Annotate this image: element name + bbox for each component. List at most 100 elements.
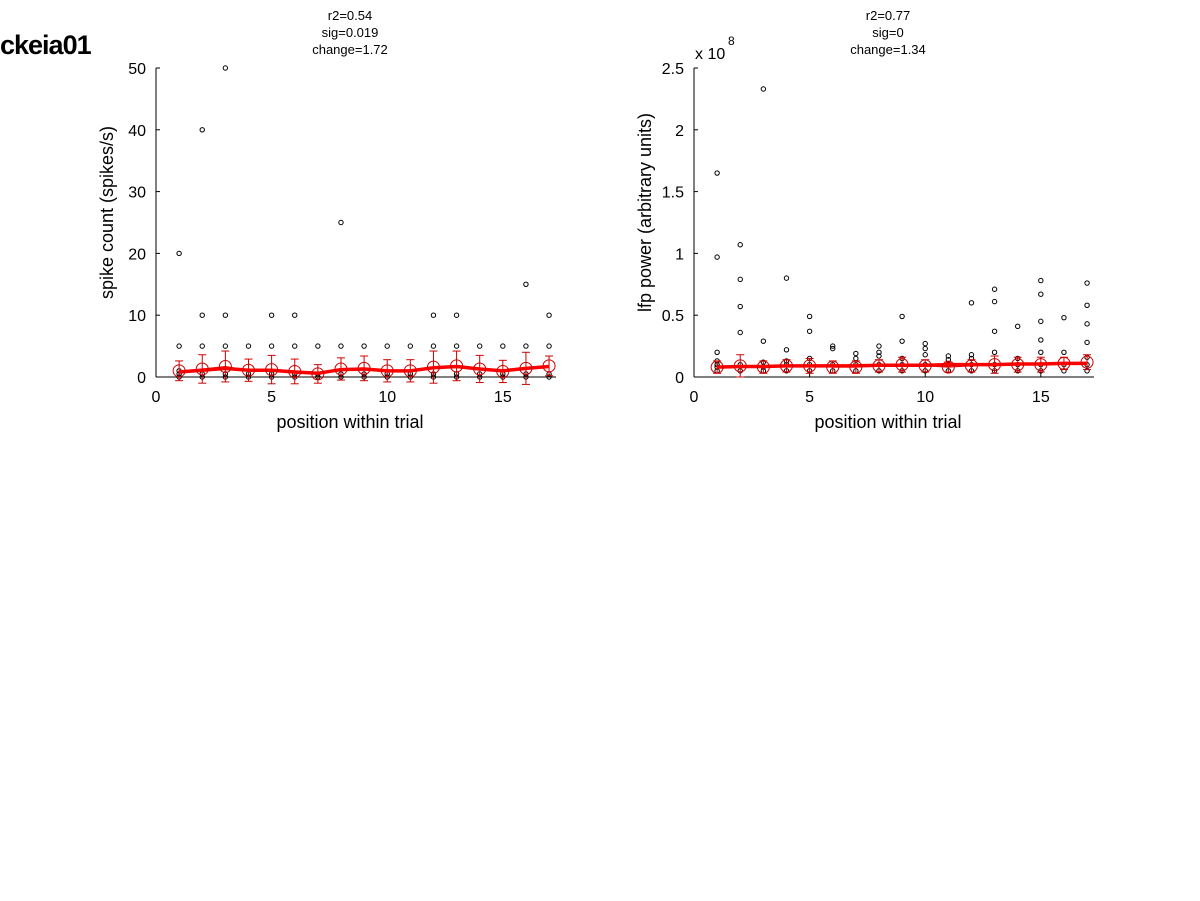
- mean-marker: [426, 360, 440, 374]
- lfp-power-plot: 0 0.5 1 1.5 2 2.5 0 5 10 15 position within trial l…: [635, 8, 1094, 432]
- data-point: [714, 349, 720, 355]
- mean-marker: [803, 359, 817, 373]
- data-point: [1084, 280, 1090, 286]
- data-point: [876, 343, 882, 349]
- mean-marker: [380, 364, 394, 378]
- x-tick-label: 0: [152, 389, 161, 406]
- data-point: [361, 343, 367, 349]
- x-tick-label: 15: [494, 389, 512, 406]
- data-point: [292, 343, 298, 349]
- y-tick-label: 50: [128, 61, 146, 78]
- data-point: [806, 313, 813, 320]
- mean-marker: [918, 359, 932, 373]
- data-point: [1038, 318, 1044, 325]
- mean-marker: [1034, 358, 1048, 372]
- data-point: [991, 298, 998, 305]
- mean-marker: [849, 360, 863, 374]
- data-point: [968, 352, 975, 358]
- data-point: [292, 312, 298, 318]
- mean-marker: [218, 359, 232, 373]
- data-point: [1061, 349, 1067, 355]
- mean-marker: [756, 360, 770, 374]
- mean-marker: [710, 360, 724, 374]
- data-point: [760, 86, 767, 92]
- mean-marker: [241, 363, 255, 377]
- data-point: [1061, 314, 1067, 321]
- stat-label: change=1.72: [312, 42, 388, 57]
- data-point: [338, 343, 344, 349]
- data-point: [714, 254, 720, 260]
- y-tick-label: 30: [128, 185, 146, 202]
- stat-label: r2=0.77: [866, 8, 910, 23]
- data-point: [991, 328, 998, 334]
- mean-marker: [519, 361, 533, 375]
- data-point: [968, 300, 975, 306]
- data-point: [245, 343, 252, 349]
- mean-marker: [172, 364, 186, 378]
- y-tick-label: 1: [675, 246, 684, 263]
- mean-marker: [895, 358, 909, 372]
- stat-label: sig=0: [872, 25, 903, 40]
- mean-marker: [334, 362, 348, 376]
- data-point: [546, 312, 552, 318]
- mean-marker: [779, 359, 793, 373]
- data-point: [430, 312, 437, 318]
- data-point: [830, 345, 836, 352]
- data-point: [199, 312, 205, 318]
- y-axis-label: spike count (spikes/s): [97, 126, 117, 299]
- mean-marker: [357, 361, 371, 375]
- exponent-power: 8: [728, 34, 735, 48]
- x-axis-label: position within trial: [276, 412, 423, 432]
- data-point: [453, 343, 460, 349]
- x-tick-label: 10: [916, 389, 934, 406]
- data-point: [760, 338, 767, 344]
- data-point: [737, 303, 743, 310]
- mean-marker: [195, 362, 209, 376]
- y-tick-label: 40: [128, 123, 146, 140]
- x-tick-label: 10: [378, 389, 396, 406]
- data-point: [315, 343, 321, 349]
- data-point: [523, 281, 529, 287]
- mean-marker: [265, 363, 279, 377]
- data-point: [922, 345, 928, 352]
- data-point: [500, 343, 506, 349]
- y-axis-label: lfp power (arbitrary units): [635, 113, 655, 312]
- data-point: [783, 347, 790, 353]
- data-point: [1084, 339, 1090, 346]
- data-point: [876, 349, 882, 355]
- data-point: [876, 353, 882, 359]
- fit-line: [717, 361, 1088, 369]
- data-point: [199, 343, 205, 349]
- y-tick-label: 2: [675, 123, 684, 140]
- mean-marker: [941, 360, 955, 374]
- data-point: [176, 343, 182, 349]
- mean-marker: [1011, 358, 1025, 372]
- mean-marker: [826, 360, 840, 374]
- y-tick-label: 20: [128, 246, 146, 263]
- data-point: [546, 343, 552, 349]
- data-point: [1038, 277, 1044, 284]
- stat-label: sig=0.019: [322, 25, 379, 40]
- data-point: [991, 286, 998, 292]
- data-point: [922, 352, 928, 358]
- mean-marker: [964, 359, 978, 373]
- mean-marker: [473, 362, 487, 376]
- x-axis-label: position within trial: [814, 412, 961, 432]
- stat-label: change=1.34: [850, 42, 926, 57]
- data-point: [384, 343, 390, 349]
- mean-marker: [311, 367, 325, 381]
- data-point: [945, 353, 952, 359]
- data-point: [783, 275, 790, 281]
- data-point: [222, 312, 229, 318]
- data-point: [899, 338, 905, 344]
- data-point: [453, 312, 460, 318]
- data-point: [1038, 337, 1044, 343]
- mean-marker: [988, 358, 1002, 372]
- mean-marker: [450, 359, 464, 373]
- mean-marker: [288, 364, 302, 378]
- y-tick-label: 0: [675, 370, 684, 387]
- mean-marker: [872, 359, 886, 373]
- data-point: [222, 343, 229, 349]
- data-point: [430, 343, 437, 349]
